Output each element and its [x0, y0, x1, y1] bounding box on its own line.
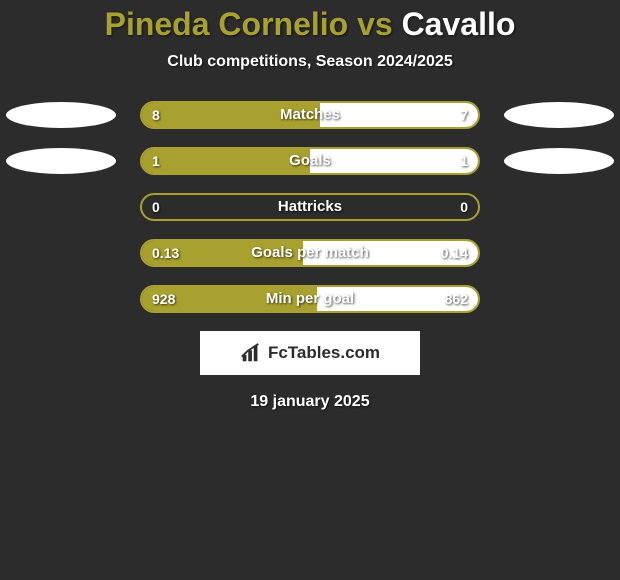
title-player2: Cavallo — [402, 6, 516, 42]
bar-fill-right — [320, 103, 478, 127]
ellipse-right — [504, 148, 614, 174]
stat-value-right: 1 — [460, 147, 468, 175]
bar-track: 00Hattricks — [140, 193, 480, 221]
stat-value-left: 8 — [152, 101, 160, 129]
stat-value-right: 0.14 — [441, 239, 468, 267]
date: 19 january 2025 — [0, 393, 620, 411]
bar-track: 87Matches — [140, 101, 480, 129]
stat-value-right: 862 — [445, 285, 468, 313]
comparison-infographic: Pineda Cornelio vs Cavallo Club competit… — [0, 0, 620, 411]
stat-value-right: 7 — [460, 101, 468, 129]
stat-row: 00Hattricks — [0, 193, 620, 221]
stat-value-right: 0 — [460, 193, 468, 221]
stat-value-left: 928 — [152, 285, 175, 313]
subtitle: Club competitions, Season 2024/2025 — [0, 53, 620, 71]
ellipse-left — [6, 148, 116, 174]
stat-row: 11Goals — [0, 147, 620, 175]
bar-outline — [140, 193, 480, 221]
bar-fill-left — [142, 149, 310, 173]
stat-value-left: 0 — [152, 193, 160, 221]
stat-value-left: 0.13 — [152, 239, 179, 267]
stat-row: 0.130.14Goals per match — [0, 239, 620, 267]
logo-box: FcTables.com — [200, 331, 420, 375]
bar-track: 0.130.14Goals per match — [140, 239, 480, 267]
title: Pineda Cornelio vs Cavallo — [0, 6, 620, 43]
stat-row: 928862Min per goal — [0, 285, 620, 313]
title-player1: Pineda Cornelio — [105, 6, 349, 42]
bar-track: 928862Min per goal — [140, 285, 480, 313]
ellipse-right — [504, 102, 614, 128]
stat-value-left: 1 — [152, 147, 160, 175]
ellipse-left — [6, 102, 116, 128]
logo-text: FcTables.com — [268, 343, 380, 363]
bar-track: 11Goals — [140, 147, 480, 175]
stat-row: 87Matches — [0, 101, 620, 129]
bar-fill-right — [310, 149, 478, 173]
bar-fill-left — [142, 103, 320, 127]
bar-chart-icon — [240, 342, 262, 364]
stat-rows: 87Matches11Goals00Hattricks0.130.14Goals… — [0, 101, 620, 313]
title-vs: vs — [348, 6, 401, 42]
